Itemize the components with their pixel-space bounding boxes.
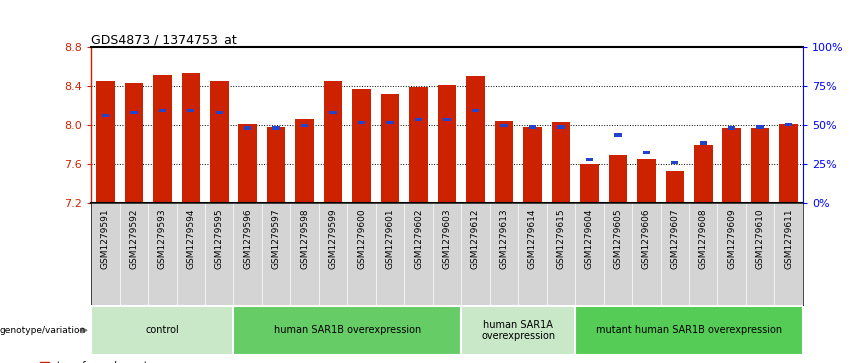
Bar [637,159,655,203]
FancyBboxPatch shape [91,306,233,355]
Text: control: control [146,325,179,335]
Bar [751,128,769,203]
Bar [608,155,627,203]
Text: GSM1279600: GSM1279600 [357,208,366,269]
Legend: transformed count, percentile rank within the sample: transformed count, percentile rank withi… [40,360,222,363]
Text: GSM1279609: GSM1279609 [727,208,736,269]
Text: GSM1279592: GSM1279592 [129,208,138,269]
Bar [415,118,422,121]
Bar [700,141,707,144]
Bar [215,111,223,114]
Text: GSM1279601: GSM1279601 [385,208,395,269]
Text: GSM1279602: GSM1279602 [414,208,423,269]
Bar [523,127,542,203]
Bar [472,109,479,112]
Bar [444,118,450,121]
Bar [722,128,741,203]
Text: GSM1279598: GSM1279598 [300,208,309,269]
Bar [239,124,257,203]
Bar [295,119,314,203]
Text: GSM1279596: GSM1279596 [243,208,253,269]
Bar [330,111,337,114]
Text: GSM1279612: GSM1279612 [471,208,480,269]
Text: GSM1279597: GSM1279597 [272,208,280,269]
Text: GSM1279611: GSM1279611 [784,208,793,269]
Bar [694,145,713,203]
Bar [301,123,308,127]
Bar [500,123,508,127]
Bar [666,171,684,203]
Bar [181,73,200,203]
Text: human SAR1B overexpression: human SAR1B overexpression [273,325,421,335]
Bar [529,126,536,129]
Text: GSM1279603: GSM1279603 [443,208,451,269]
Bar [324,81,342,203]
Text: GSM1279607: GSM1279607 [670,208,680,269]
Text: GSM1279606: GSM1279606 [641,208,651,269]
Text: GSM1279613: GSM1279613 [499,208,509,269]
Text: GDS4873 / 1374753_at: GDS4873 / 1374753_at [91,33,237,46]
Bar [273,126,279,130]
Bar [159,109,166,112]
Bar [671,160,679,164]
Bar [244,126,252,130]
Text: genotype/variation: genotype/variation [0,326,86,335]
Text: GSM1279595: GSM1279595 [214,208,224,269]
Text: GSM1279614: GSM1279614 [528,208,537,269]
Text: GSM1279594: GSM1279594 [187,208,195,269]
Bar [96,81,115,203]
FancyBboxPatch shape [461,306,575,355]
Bar [728,126,735,130]
Text: GSM1279599: GSM1279599 [329,208,338,269]
FancyBboxPatch shape [233,306,461,355]
Text: GSM1279605: GSM1279605 [614,208,622,269]
Text: GSM1279591: GSM1279591 [101,208,110,269]
Text: GSM1279593: GSM1279593 [158,208,167,269]
FancyBboxPatch shape [575,306,803,355]
Bar [130,111,137,114]
Bar [552,122,570,203]
Bar [352,89,371,203]
Bar [153,76,172,203]
Bar [557,126,564,129]
Text: human SAR1A
overexpression: human SAR1A overexpression [481,319,556,341]
Text: GSM1279615: GSM1279615 [556,208,565,269]
Bar [187,109,194,112]
Bar [210,81,228,203]
Bar [102,114,109,117]
Text: GSM1279610: GSM1279610 [756,208,765,269]
Bar [779,124,798,203]
Bar [386,121,394,124]
Bar [757,126,764,129]
Bar [466,77,484,203]
Bar [381,94,399,203]
Bar [586,158,593,161]
Bar [615,133,621,137]
Bar [267,127,286,203]
Text: GSM1279608: GSM1279608 [699,208,707,269]
Text: GSM1279604: GSM1279604 [585,208,594,269]
Bar [358,121,365,124]
Bar [785,123,792,126]
Text: mutant human SAR1B overexpression: mutant human SAR1B overexpression [596,325,782,335]
Bar [410,87,428,203]
Bar [580,164,599,203]
Bar [125,83,143,203]
Bar [495,121,513,203]
Bar [642,151,650,154]
Bar [437,85,457,203]
